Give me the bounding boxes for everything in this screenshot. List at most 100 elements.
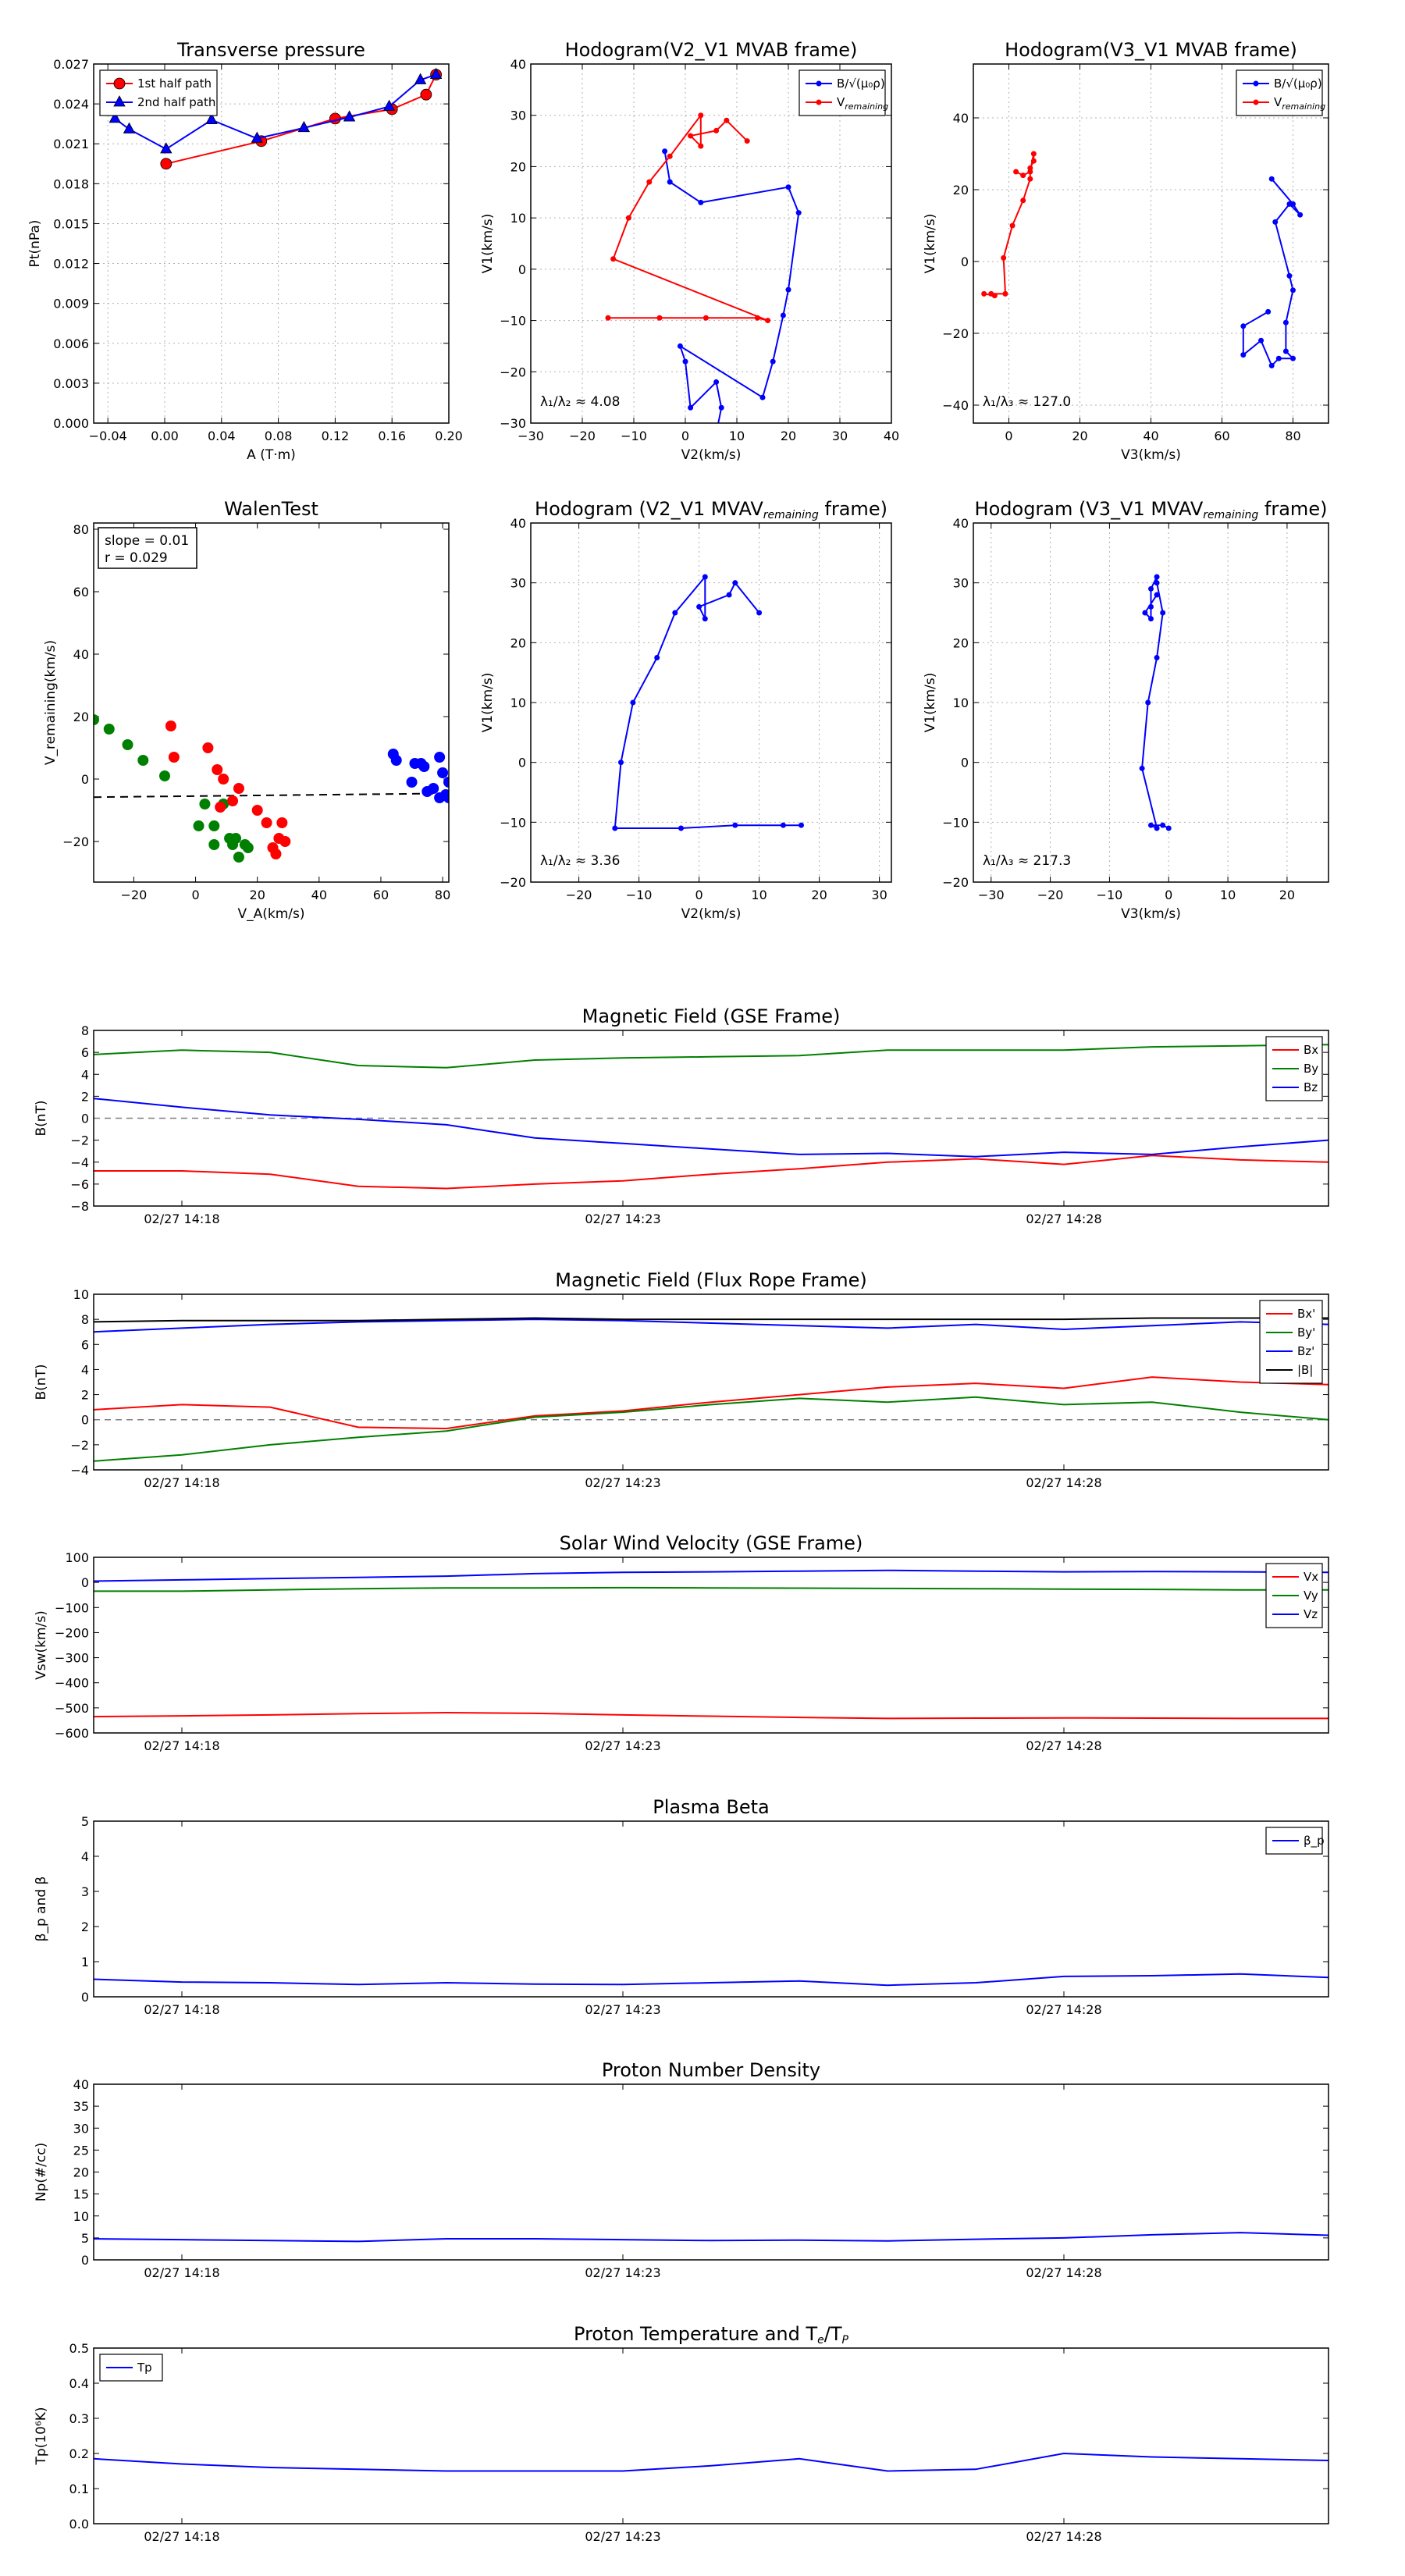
data-point — [618, 760, 624, 766]
data-point — [1286, 201, 1293, 207]
y-tick-label: 20 — [953, 635, 969, 650]
data-point — [218, 774, 229, 785]
y-tick-label: 0.003 — [53, 376, 89, 391]
data-point — [343, 110, 356, 122]
data-point — [981, 290, 987, 297]
data-point — [702, 574, 708, 580]
data-point — [1272, 219, 1279, 225]
data-point — [443, 792, 449, 803]
data-point — [276, 817, 288, 828]
data-point — [702, 315, 709, 321]
data-point — [1142, 610, 1148, 616]
y-tick-label: −600 — [55, 1726, 89, 1741]
series--p-line — [94, 1973, 1329, 1987]
data-point — [420, 88, 432, 101]
data-point — [799, 822, 804, 828]
y-tick-label: 30 — [953, 576, 969, 591]
x-tick-label: 02/27 14:28 — [1026, 1212, 1101, 1226]
x-tick-label: 0.12 — [322, 429, 350, 443]
x-tick-label: 02/27 14:28 — [1026, 1475, 1101, 1490]
data-point — [329, 112, 341, 125]
legend-label-main: V — [1274, 95, 1282, 109]
x-tick-label: 30 — [871, 888, 887, 902]
y-tick-label: 20 — [73, 710, 89, 724]
data-point — [270, 849, 282, 859]
y-tick-label: 2 — [81, 1920, 89, 1934]
y-tick-label: −20 — [500, 365, 526, 379]
chart-title: Solar Wind Velocity (GSE Frame) — [560, 1532, 863, 1554]
x-tick-label: 10 — [729, 429, 745, 443]
chart-title: Hodogram (V3_V1 MVAVremaining frame) — [975, 498, 1328, 521]
x-tick-label: 20 — [1279, 888, 1295, 902]
chart-h1: −30 −20 −10 0 10 20 30 40 −30 −20 −10 0 10 20 30 40 Hodo… — [480, 39, 899, 463]
plot-frame — [93, 63, 450, 424]
data-point — [297, 120, 311, 133]
x-tick-label: 02/27 14:23 — [585, 2529, 660, 2544]
data-point — [1027, 176, 1033, 182]
x-tick-label: 30 — [832, 429, 848, 443]
data-point — [612, 825, 618, 831]
data-point — [682, 358, 688, 365]
y-tick-label: 10 — [510, 211, 526, 226]
plot-area — [94, 2232, 1329, 2243]
y-tick-label: 5 — [81, 2231, 89, 2246]
legend-label-main: B/√(μ₀ρ) — [837, 76, 885, 91]
y-tick-label: 0.024 — [53, 97, 89, 112]
x-tick-label: 10 — [1220, 888, 1236, 902]
plot-area — [94, 2452, 1329, 2472]
x-tick-label: 20 — [781, 429, 796, 443]
chart-vsw: 02/27 14:18 02/27 14:23 02/27 14:28 −600 −50… — [34, 1532, 1329, 1753]
series-2nd-half-path-line — [114, 73, 436, 151]
y-tick-label: −2 — [70, 1438, 89, 1453]
x-tick-label: 02/27 14:18 — [144, 1738, 219, 1753]
y-axis-label: Vsw(km/s) — [34, 1610, 49, 1680]
data-point — [443, 777, 449, 788]
legend: β_p — [1265, 1827, 1325, 1855]
legend-label: Vz — [1304, 1607, 1318, 1621]
series-vz-line — [94, 1569, 1329, 1582]
x-axis-label: V3(km/s) — [1121, 906, 1181, 922]
y-tick-label: 2 — [81, 1089, 89, 1104]
data-point — [137, 755, 149, 766]
series-b--line — [663, 151, 800, 423]
legend: 1st half path 2nd half path — [99, 69, 218, 116]
plot-area — [94, 1317, 1329, 1462]
data-point — [726, 592, 732, 598]
chart-h2: 0 20 40 60 80 −40 −20 0 20 40 Hodogram(V3_V1 MVAB … — [923, 39, 1329, 463]
chart-bfr: 02/27 14:18 02/27 14:23 02/27 14:28 −4 −2 0 2 4… — [34, 1269, 1329, 1490]
y-tick-label: 0 — [518, 262, 526, 277]
y-tick-label: −20 — [500, 875, 526, 890]
y-tick-label: −6 — [70, 1177, 89, 1192]
x-axis-label: V3(km/s) — [1121, 447, 1181, 463]
x-tick-label: 02/27 14:18 — [144, 1212, 219, 1226]
y-tick-label: 0 — [518, 756, 526, 770]
legend-marker — [1253, 80, 1259, 87]
data-point — [406, 777, 418, 788]
data-point — [94, 714, 99, 725]
y-tick-label: 10 — [73, 2209, 89, 2224]
chart-beta: 02/27 14:18 02/27 14:23 02/27 14:28 0 1 2 3 4 5 P… — [34, 1796, 1329, 2017]
data-point — [744, 138, 750, 144]
legend-label: Bx' — [1297, 1307, 1315, 1321]
y-tick-label: 0 — [81, 1112, 89, 1126]
legend-label: Tp — [137, 2361, 152, 2375]
data-point — [713, 431, 719, 436]
x-tick-label: −20 — [1037, 888, 1064, 902]
data-point — [713, 379, 720, 385]
data-point — [780, 822, 786, 828]
y-tick-label: 0 — [81, 2253, 89, 2268]
data-point — [780, 312, 786, 318]
y-tick-label: 30 — [73, 2121, 89, 2136]
data-point — [1240, 323, 1247, 329]
legend-box — [1236, 69, 1323, 116]
data-point — [610, 256, 617, 262]
y-tick-label: 0 — [81, 1575, 89, 1590]
data-point — [698, 143, 704, 149]
data-point — [251, 805, 263, 816]
data-point — [215, 802, 226, 813]
x-tick-label: 80 — [1285, 429, 1300, 443]
chart-title: Hodogram (V2_V1 MVAVremaining frame) — [535, 498, 887, 521]
data-point — [382, 99, 396, 111]
y-axis-label: B(nT) — [34, 1100, 49, 1136]
x-tick-label: 40 — [884, 429, 899, 443]
